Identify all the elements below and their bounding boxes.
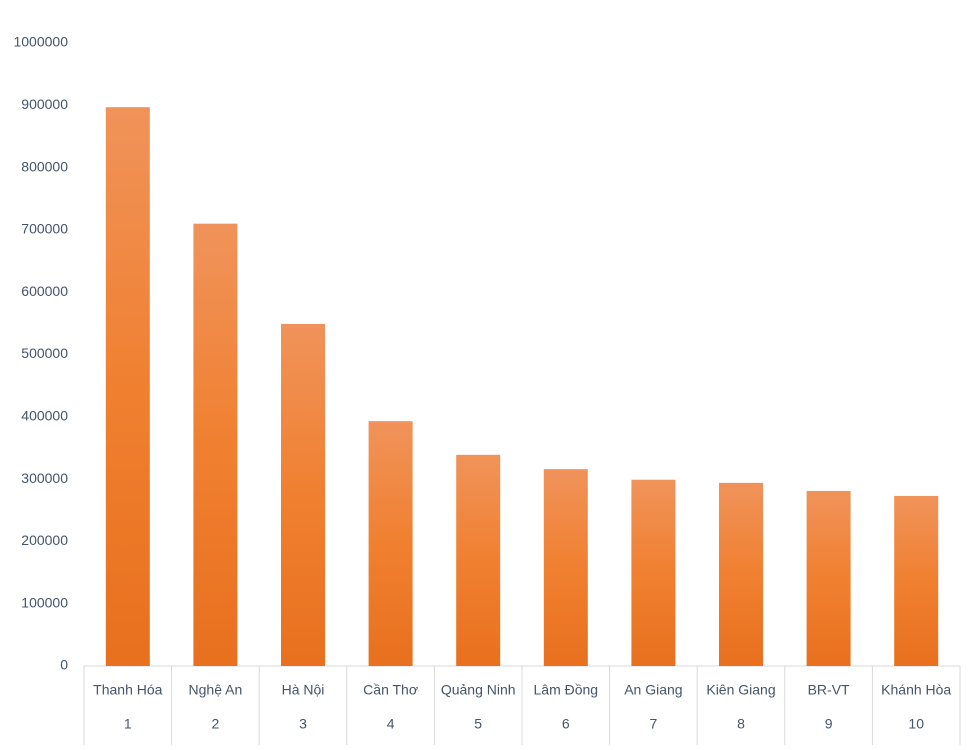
bar — [894, 495, 939, 666]
y-tick-label: 400000 — [21, 408, 68, 424]
bar — [281, 323, 325, 666]
rank-label: 3 — [299, 716, 307, 732]
y-tick-label: 700000 — [21, 221, 68, 237]
bar — [368, 421, 413, 666]
rank-label: 4 — [387, 716, 395, 732]
bar — [631, 479, 676, 666]
rank-label: 9 — [825, 716, 833, 732]
rank-label: 10 — [908, 716, 924, 732]
y-tick-label: 0 — [60, 657, 68, 673]
x-tick-label: Kiên Giang — [706, 682, 775, 698]
rank-label: 2 — [212, 716, 220, 732]
y-tick-label: 200000 — [21, 532, 68, 548]
bar — [543, 469, 588, 666]
x-tick-label: BR-VT — [808, 682, 850, 698]
y-tick-label: 300000 — [21, 470, 68, 486]
bar — [719, 482, 763, 666]
x-tick-label: Lâm Đồng — [534, 682, 599, 698]
rank-label: 6 — [562, 716, 570, 732]
bar — [806, 490, 851, 666]
x-tick-label: Cần Thơ — [363, 682, 418, 698]
rank-label: 7 — [650, 716, 658, 732]
y-tick-label: 500000 — [21, 345, 68, 361]
bar — [456, 454, 501, 666]
x-tick-label: Quảng Ninh — [441, 682, 516, 698]
bar — [193, 223, 238, 667]
rank-label: 5 — [474, 716, 482, 732]
y-tick-label: 100000 — [21, 594, 68, 610]
rank-label: 1 — [124, 716, 132, 732]
rank-label: 8 — [737, 716, 745, 732]
y-tick-label: 800000 — [21, 158, 68, 174]
y-tick-label: 1000000 — [13, 34, 68, 50]
x-tick-label: Hà Nội — [282, 682, 325, 698]
y-tick-label: 600000 — [21, 283, 68, 299]
x-tick-label: An Giang — [624, 682, 682, 698]
bar — [105, 107, 150, 666]
x-tick-label: Khánh Hòa — [881, 682, 951, 698]
x-tick-label: Thanh Hóa — [93, 682, 162, 698]
y-tick-label: 900000 — [21, 96, 68, 112]
x-tick-label: Nghệ An — [189, 682, 243, 698]
